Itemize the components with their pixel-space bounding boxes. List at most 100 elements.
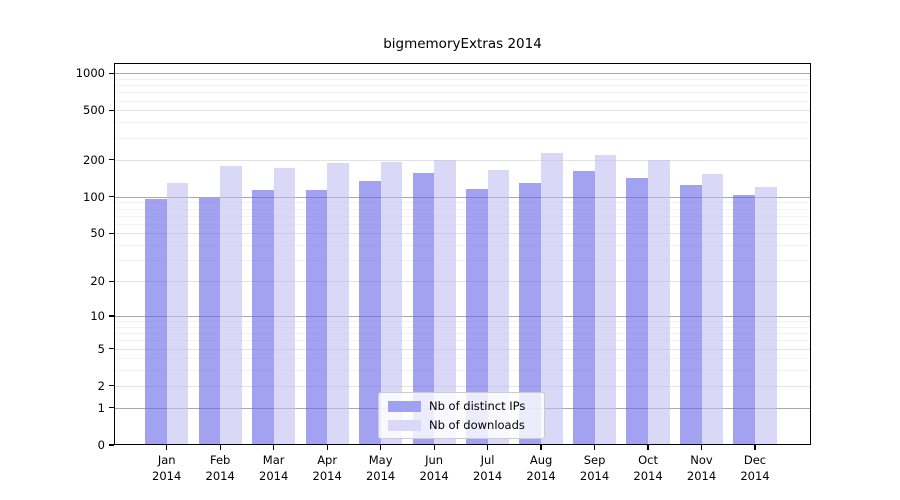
x-tick	[540, 445, 542, 450]
y-tick	[109, 407, 114, 409]
y-tick-label: 20	[90, 274, 105, 289]
gridline-10	[114, 315, 811, 317]
bar-downloads	[166, 182, 189, 445]
bar-distinct-ips	[679, 184, 702, 445]
x-tick-label: Jan 2014	[152, 453, 182, 483]
y-tick-label: 200	[83, 152, 105, 167]
y-tick-label: 5	[97, 341, 105, 356]
gridline-2	[114, 385, 811, 387]
legend-item-distinct-ips: Nb of distinct IPs	[388, 399, 535, 413]
gridline-70	[114, 215, 811, 217]
bar-downloads	[220, 166, 242, 445]
y-tick-label: 1000	[75, 66, 105, 81]
y-tick	[109, 347, 114, 350]
bar-downloads	[701, 173, 724, 445]
bar-distinct-ips	[198, 198, 221, 445]
bar-distinct-ips	[626, 178, 649, 445]
bar-downloads	[594, 154, 617, 445]
bar-downloads	[648, 159, 670, 445]
y-tick-label: 500	[83, 103, 105, 118]
x-tick	[273, 445, 275, 450]
bar-downloads	[541, 152, 563, 445]
x-tick	[166, 445, 168, 450]
x-tick	[486, 445, 489, 450]
bar-distinct-ips	[519, 183, 542, 445]
gridline-6	[114, 340, 811, 342]
y-tick	[109, 196, 114, 198]
x-tick-label: Dec 2014	[740, 453, 770, 483]
gridline-9	[114, 321, 811, 323]
bar-distinct-ips	[305, 189, 328, 445]
bar-distinct-ips	[733, 194, 755, 445]
legend: Nb of distinct IPs Nb of downloads	[378, 392, 545, 439]
bar-downloads	[327, 163, 349, 445]
legend-label-distinct-ips: Nb of distinct IPs	[429, 399, 526, 413]
gridline-5	[114, 348, 811, 350]
y-tick-label: 10	[90, 308, 105, 323]
y-tick-label: 0	[97, 438, 105, 452]
gridline-7	[114, 333, 811, 335]
bar-distinct-ips	[145, 199, 167, 445]
gridline-900	[114, 78, 811, 80]
y-tick	[109, 315, 114, 317]
gridline-4	[114, 358, 811, 360]
bar-downloads	[380, 162, 403, 445]
bar-downloads	[487, 170, 510, 445]
x-tick	[326, 445, 328, 450]
bar-distinct-ips	[252, 190, 274, 445]
x-tick	[593, 445, 596, 450]
gridline-8	[114, 326, 811, 328]
y-tick	[109, 232, 114, 235]
x-tick-label: Sep 2014	[579, 453, 610, 483]
gridline-700	[114, 92, 811, 94]
gridline-600	[114, 100, 811, 102]
gridline-800	[114, 85, 811, 87]
y-tick-label: 1	[97, 400, 105, 415]
bar-distinct-ips	[412, 172, 435, 445]
x-tick	[754, 445, 756, 450]
gridline-100	[114, 196, 811, 198]
legend-label-downloads: Nb of downloads	[429, 418, 525, 432]
gridline-80	[114, 208, 811, 210]
x-tick-label: Jun 2014	[419, 453, 449, 483]
y-tick	[109, 72, 114, 74]
x-tick	[647, 445, 649, 450]
x-tick-label: Aug 2014	[526, 453, 556, 483]
gridline-20	[114, 281, 811, 283]
x-tick	[380, 445, 382, 450]
chart-title: bigmemoryExtras 2014	[383, 36, 542, 52]
legend-swatch-downloads	[388, 419, 421, 431]
gridline-500	[114, 110, 811, 112]
gridline-50	[114, 233, 811, 235]
bar-downloads	[273, 168, 296, 445]
gridline-90	[114, 202, 811, 204]
x-tick-label: Jul 2014	[472, 453, 503, 483]
y-tick	[109, 109, 114, 112]
y-tick-label: 100	[83, 189, 105, 204]
x-tick-label: Mar 2014	[259, 453, 289, 483]
bar-distinct-ips	[359, 181, 381, 445]
plot-area	[114, 63, 811, 445]
y-tick	[109, 159, 114, 161]
y-tick-label: 2	[97, 378, 105, 393]
x-tick-label: Oct 2014	[633, 453, 663, 483]
x-tick-label: Apr 2014	[312, 453, 342, 483]
x-tick	[433, 445, 435, 450]
gridline-60	[114, 223, 811, 225]
x-tick-label: May 2014	[365, 453, 396, 483]
gridline-200	[114, 159, 811, 161]
gridline-30	[114, 260, 811, 262]
legend-swatch-distinct-ips	[388, 400, 421, 412]
gridline-400	[114, 122, 811, 124]
x-tick-label: Nov 2014	[686, 453, 717, 483]
x-tick	[219, 445, 221, 450]
x-tick-label: Feb 2014	[205, 453, 235, 483]
x-tick	[700, 445, 703, 450]
y-tick	[109, 385, 114, 387]
gridline-3	[114, 370, 811, 372]
bar-distinct-ips	[465, 188, 488, 445]
y-tick-label: 50	[90, 226, 105, 241]
legend-item-downloads: Nb of downloads	[388, 418, 535, 432]
bar-downloads	[755, 186, 777, 445]
